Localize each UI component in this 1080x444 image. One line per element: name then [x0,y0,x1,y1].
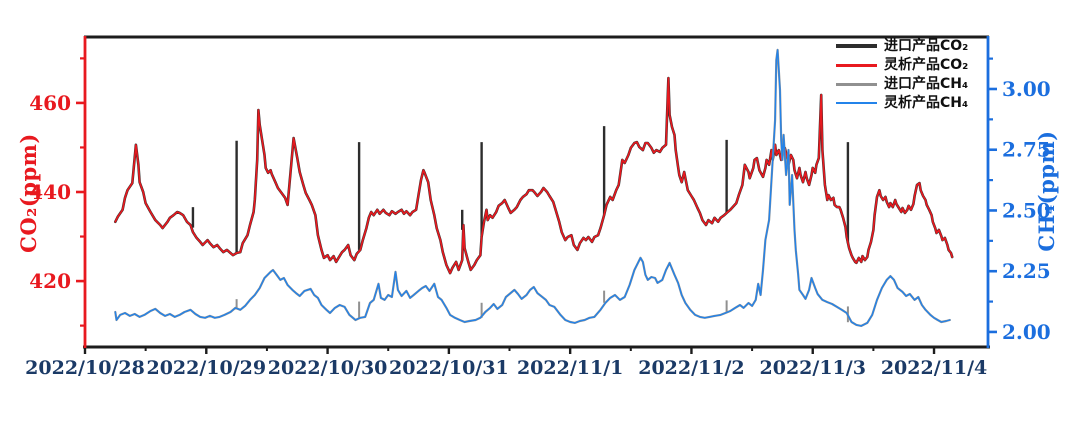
legend-line-sample-ch4-imported [836,82,877,86]
legend-item-co2-analyzer: 灵析产品CO₂ [836,57,968,73]
legend-line-sample-ch4-analyzer [836,102,877,104]
legend-label-ch4-analyzer: 灵析产品CH₄ [884,95,969,111]
x-axis-tick-label: 2022/11/4 [881,357,987,379]
ch4-axis-tick-label: 3.00 [1002,77,1051,101]
legend-label-ch4-imported: 进口产品CH₄ [884,76,969,92]
ch4-axis-tick-label: 2.50 [1002,198,1051,222]
legend-line-sample-co2-imported [836,44,877,48]
series-line-co2-analyzer [114,77,954,274]
legend-item-co2-imported: 进口产品CO₂ [836,38,968,54]
co2-axis-tick-label: 420 [29,269,71,293]
legend-line-sample-co2-analyzer [836,63,877,67]
left-axis-title: CO₂(ppm) [16,133,41,253]
x-axis-tick-label: 2022/11/1 [517,357,623,379]
series-line-co2-imported [114,76,954,275]
right-axis-title: CH₄(ppm) [1034,130,1059,252]
x-axis-tick-label: 2022/10/30 [268,357,388,379]
ch4-axis-tick-label: 2.25 [1002,259,1051,283]
x-axis-tick-label: 2022/11/3 [760,357,866,379]
ch4-axis-tick-label: 2.00 [1002,320,1051,344]
x-axis-tick-label: 2022/10/28 [25,357,145,379]
co2-axis-tick-label: 460 [29,91,71,115]
co2-axis-tick-label: 440 [29,180,71,204]
legend: 进口产品CO₂ 灵析产品CO₂ 进口产品CH₄ 灵析产品CH₄ [836,38,968,111]
x-axis-tick-label: 2022/10/29 [146,357,266,379]
legend-label-co2-imported: 进口产品CO₂ [884,38,969,54]
legend-label-co2-analyzer: 灵析产品CO₂ [884,57,969,73]
series-line-ch4-analyzer [114,49,951,327]
ch4-axis-tick-label: 2.75 [1002,138,1051,162]
x-axis-tick-label: 2022/11/2 [638,357,744,379]
legend-item-ch4-analyzer: 灵析产品CH₄ [836,95,968,111]
x-axis-tick-label: 2022/10/31 [389,357,509,379]
legend-item-ch4-imported: 进口产品CH₄ [836,76,968,92]
